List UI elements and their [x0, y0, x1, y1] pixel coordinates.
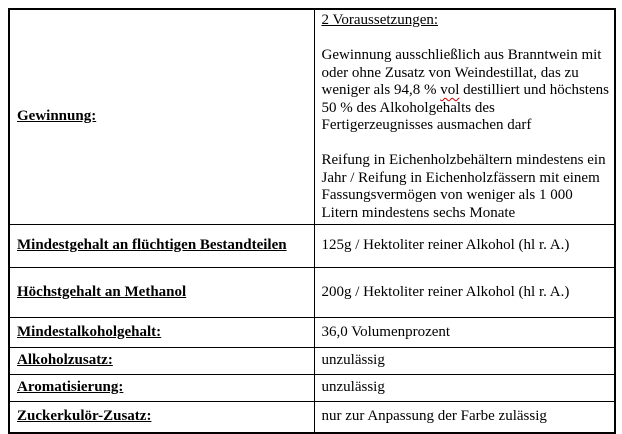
- table-row-gewinnung: Gewinnung: 2 Voraussetzungen: Gewinnung …: [8, 8, 616, 225]
- table-row-aromatisierung: Aromatisierung: unzulässig: [8, 374, 616, 402]
- aromatisierung-value-cell: unzulässig: [313, 374, 616, 402]
- methanol-label-cell: Höchstgehalt an Methanol: [8, 267, 315, 318]
- voraussetzungen-heading: 2 Voraussetzungen:: [321, 12, 439, 28]
- gewinnung-value-cell: 2 Voraussetzungen: Gewinnung ausschließl…: [313, 8, 616, 225]
- row-label: Höchstgehalt an Methanol: [17, 283, 187, 300]
- gewinnung-paragraph-2: Reifung in Eichenholzbehältern mindesten…: [321, 152, 606, 221]
- row-label: Alkoholzusatz:: [17, 352, 113, 369]
- row-label: Mindestgehalt an flüchtigen Bestandteile…: [17, 237, 287, 254]
- zuckerkuloer-value-cell: nur zur Anpassung der Farbe zulässig: [313, 401, 616, 433]
- mindestalkoholgehalt-label-cell: Mindestalkoholgehalt:: [8, 317, 315, 348]
- fluechtige-value-cell: 125g / Hektoliter reiner Alkohol (hl r. …: [313, 224, 616, 268]
- table-row-alkoholzusatz: Alkoholzusatz: unzulässig: [8, 347, 616, 375]
- gewinnung-label-cell: Gewinnung:: [8, 8, 315, 225]
- paragraph-text-before: Gewinnung ausschließlich aus Branntwein …: [321, 47, 602, 98]
- table-row-mindestalkoholgehalt: Mindestalkoholgehalt: 36,0 Volumenprozen…: [8, 317, 616, 348]
- gewinnung-label: Gewinnung:: [17, 108, 97, 125]
- paragraph-text-after: destilliert und höchstens 50 % des Alkoh…: [321, 82, 609, 133]
- table-row-methanol: Höchstgehalt an Methanol 200g / Hektolit…: [8, 267, 616, 318]
- fluechtige-label-cell: Mindestgehalt an flüchtigen Bestandteile…: [8, 224, 315, 268]
- specification-table: Gewinnung: 2 Voraussetzungen: Gewinnung …: [8, 8, 616, 434]
- mindestalkoholgehalt-value-cell: 36,0 Volumenprozent: [313, 317, 616, 348]
- table-row-zuckerkuloer-zusatz: Zuckerkulör-Zusatz: nur zur Anpassung de…: [8, 401, 616, 433]
- aromatisierung-label-cell: Aromatisierung:: [8, 374, 315, 402]
- row-label: Zuckerkulör-Zusatz:: [17, 408, 152, 424]
- gewinnung-paragraph-1: Gewinnung ausschließlich aus Branntwein …: [322, 47, 610, 135]
- spellcheck-flagged-word: vol: [440, 82, 460, 98]
- methanol-value-cell: 200g / Hektoliter reiner Alkohol (hl r. …: [313, 267, 616, 318]
- row-label: Mindestalkoholgehalt:: [17, 323, 162, 340]
- zuckerkuloer-label-cell: Zuckerkulör-Zusatz:: [8, 401, 315, 433]
- table-row-fluechtige-bestandteile: Mindestgehalt an flüchtigen Bestandteile…: [8, 224, 616, 268]
- alkoholzusatz-label-cell: Alkoholzusatz:: [8, 347, 315, 375]
- alkoholzusatz-value-cell: unzulässig: [313, 347, 616, 375]
- row-label: Aromatisierung:: [17, 379, 124, 396]
